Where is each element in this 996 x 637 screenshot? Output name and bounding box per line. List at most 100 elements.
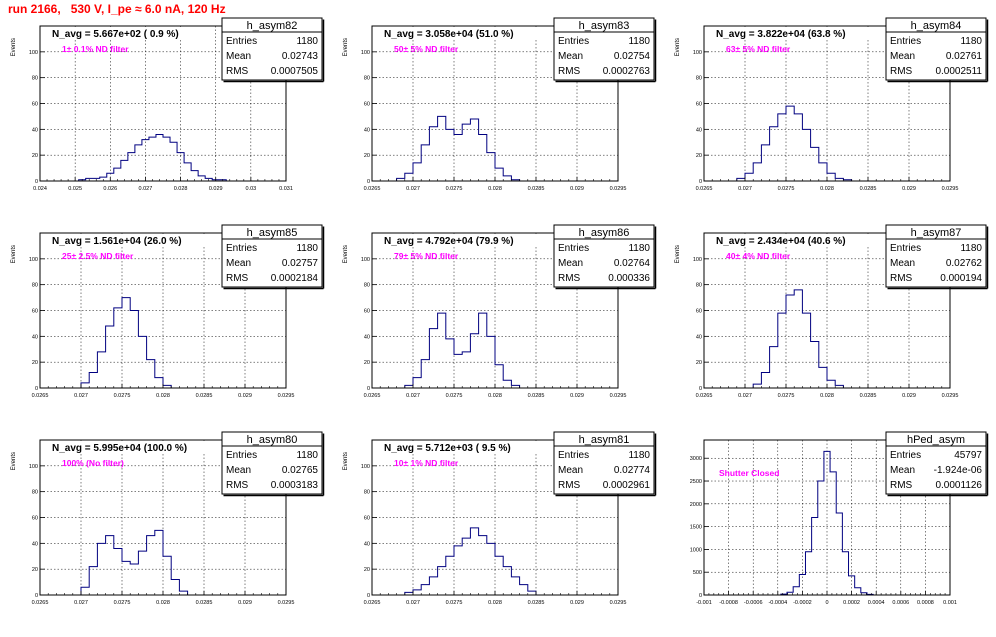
histogram-bin [827,380,835,388]
stats-label: RMS [890,66,913,77]
stats-label: Entries [890,36,921,47]
filter-annotation: 63± 5% ND filter [726,44,791,54]
histogram-bin [179,591,187,595]
x-tick-label: 0.0295 [942,393,959,399]
stats-body [221,31,323,81]
filter-annotation: 100% (No filter) [62,458,124,468]
histogram-bin [438,567,446,595]
stats-label: Entries [558,450,589,461]
histogram-bin [479,135,487,182]
histogram-bin [487,153,495,181]
histogram-svg: 0.0265 0.027 0.0275 0.028 0.0285 0.029 0.0295 0… [343,17,657,192]
stats-value: 0.0001126 [935,480,982,491]
y-tick-label: 20 [696,360,702,366]
histogram-bin [147,536,155,595]
stats-value: 0.02765 [282,465,319,476]
histogram-bin [446,556,454,595]
x-tick-label: 0.027 [406,186,420,192]
histogram-name: h_asym80 [247,434,298,446]
grid [40,26,286,181]
y-tick-label: 20 [32,360,38,366]
y-axis-label: Events [675,245,681,263]
histogram-bin [794,114,802,181]
x-tick-label: 0.025 [68,186,82,192]
histogram-bin [818,481,824,595]
x-tick-label: 0.0285 [196,393,213,399]
histogram-bin [770,347,778,388]
panel-title: N_avg = 4.792e+04 (79.9 %) [384,236,514,247]
x-tick-label: 0.029 [902,186,916,192]
histogram-svg: 0.0265 0.027 0.0275 0.028 0.0285 0.029 0.0295 0… [675,224,989,399]
y-tick-label: 0 [35,179,38,185]
x-tick-label: 0.0265 [32,393,49,399]
histogram-bin [421,585,429,595]
y-tick-label: 0 [35,386,38,392]
histogram-bin [89,373,97,389]
x-tick-label: -0.0008 [719,600,738,606]
histogram-outline [78,134,227,181]
y-tick-label: 20 [364,360,370,366]
stats-label: Mean [890,258,915,269]
y-axis-label: Events [343,245,349,263]
histogram-svg: 0.0265 0.027 0.0275 0.028 0.0285 0.029 0.0295 0… [675,17,989,192]
stats-label: RMS [558,66,581,77]
stats-value: 1180 [628,36,650,47]
title-background [380,234,540,247]
x-tick-label: 0.027 [74,600,88,606]
histogram-bin [819,367,827,388]
stats-body [221,238,323,288]
stats-value: 0.02762 [946,258,983,269]
histogram-bin [470,528,478,595]
stats-value: 0.000336 [608,273,650,284]
y-axis-label: Events [675,38,681,56]
x-tick-label: 0.0295 [610,186,627,192]
histogram-outline [780,450,874,595]
stats-box: h_asym86 Entries 1180 Mean 0.02764 RMS 0.00033… [553,224,657,290]
x-tick-label: 0.029 [209,186,223,192]
y-tick-label: 100 [361,257,370,263]
y-tick-label: 60 [364,102,370,108]
x-tick-label: 0.029 [238,600,252,606]
histogram-bin [830,472,836,595]
panel-title: N_avg = 5.667e+02 ( 0.9 %) [52,29,179,40]
stats-box: h_asym83 Entries 1180 Mean 0.02754 RMS 0.00027… [553,17,657,83]
x-tick-label: 0.0265 [696,393,713,399]
histogram-bin [454,354,462,388]
x-tick-label: 0 [825,600,828,606]
stats-value: 1180 [960,36,982,47]
stats-label: Mean [890,51,915,62]
filter-annotation: 1± 0.1% ND filter [62,44,129,54]
histogram-bin [130,311,138,389]
histogram-bin [135,145,142,181]
panel-title: N_avg = 3.058e+04 (51.0 %) [384,29,514,40]
stats-label: Entries [890,450,921,461]
y-tick-label: 0 [35,593,38,599]
histogram-bin [495,556,503,595]
stats-value: 45797 [954,450,982,461]
stats-value: 1180 [296,243,318,254]
stats-label: Entries [890,243,921,254]
stats-box: h_asym84 Entries 1180 Mean 0.02761 RMS 0.00025… [885,17,989,83]
grid [704,26,950,181]
y-tick-label: 40 [364,541,370,547]
stats-box: hPed_asym Entries 45797 Mean -1.924e-06 RMS 0.… [885,431,989,497]
stats-label: Entries [226,450,257,461]
histogram-bin [805,552,811,595]
stats-label: RMS [558,480,581,491]
x-tick-label: 0.029 [570,600,584,606]
grid [40,440,286,595]
x-tick-label: 0.0006 [892,600,909,606]
x-tick-label: 0.0295 [610,393,627,399]
x-tick-label: 0.0265 [364,600,381,606]
x-tick-label: -0.0006 [744,600,763,606]
y-tick-label: 100 [693,257,702,263]
y-tick-label: 3000 [690,456,702,462]
stats-label: Mean [226,51,251,62]
x-tick-label: 0.027 [74,393,88,399]
y-tick-label: 60 [696,309,702,315]
histogram-bin [106,536,114,595]
x-tick-label: 0.028 [488,600,502,606]
histogram-bin [128,153,135,181]
histogram-bin [479,536,487,595]
panel-title: N_avg = 2.434e+04 (40.6 %) [716,236,846,247]
